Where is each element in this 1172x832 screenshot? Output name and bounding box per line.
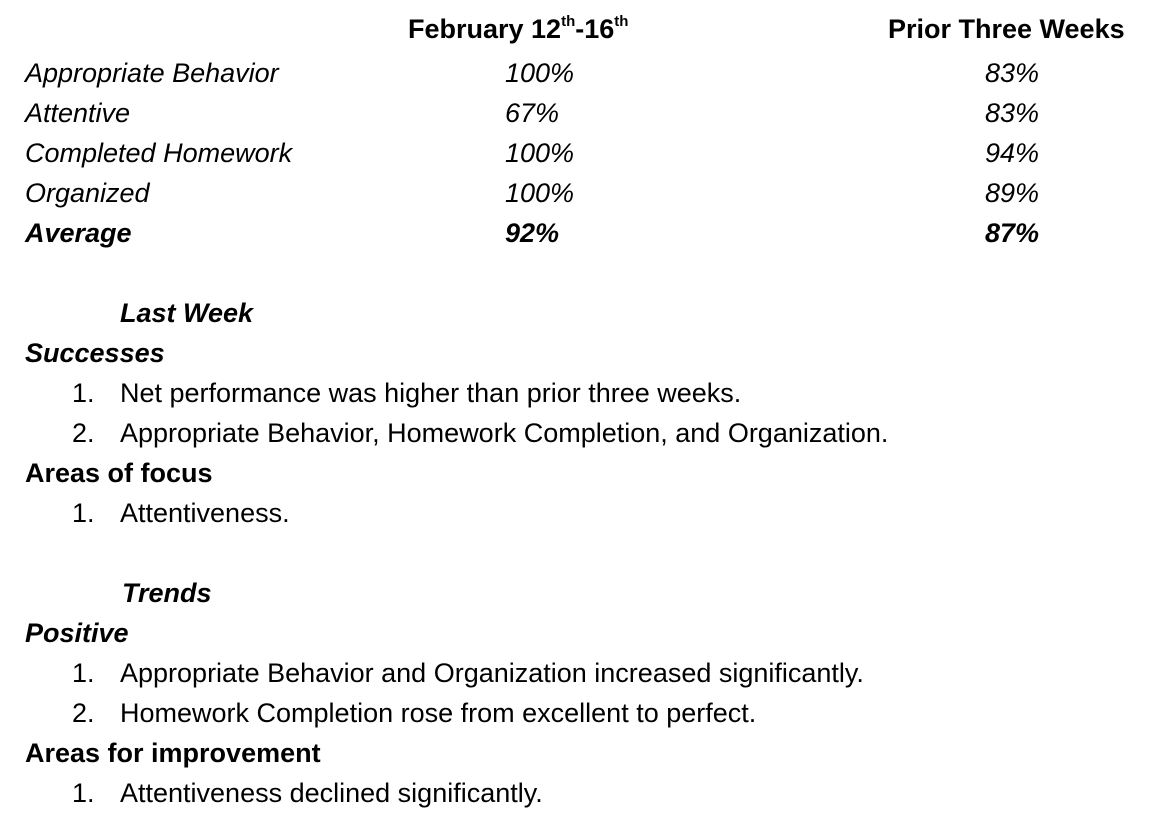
row-value-current: 100% bbox=[505, 178, 575, 208]
subsection-title-positive: Positive bbox=[25, 618, 129, 648]
list-item: Attentiveness. bbox=[120, 498, 290, 528]
header-ordinal-suffix: th bbox=[561, 13, 576, 30]
column-header-prior-weeks: Prior Three Weeks bbox=[888, 14, 1125, 44]
subsection-title-successes: Successes bbox=[25, 338, 165, 368]
row-label-appropriate-behavior: Appropriate Behavior bbox=[25, 58, 279, 88]
row-label-organized: Organized bbox=[25, 178, 150, 208]
list-item-number: 1. bbox=[72, 658, 95, 688]
column-header-current-week: February 12th-16th bbox=[408, 14, 628, 45]
row-value-current-average: 92% bbox=[505, 218, 560, 248]
header-date-end: -16 bbox=[575, 14, 615, 44]
row-value-prior: 94% bbox=[985, 138, 1040, 168]
subsection-title-areas-for-improvement: Areas for improvement bbox=[25, 738, 321, 768]
row-value-prior: 89% bbox=[985, 178, 1040, 208]
list-item: Appropriate Behavior, Homework Completio… bbox=[120, 418, 889, 448]
subsection-title-areas-of-focus: Areas of focus bbox=[25, 458, 213, 488]
list-item: Appropriate Behavior and Organization in… bbox=[120, 658, 864, 688]
section-heading-trends: Trends bbox=[122, 578, 212, 608]
row-label-attentive: Attentive bbox=[25, 98, 131, 128]
list-item: Attentiveness declined significantly. bbox=[120, 778, 543, 808]
list-item-number: 2. bbox=[72, 418, 95, 448]
list-item-number: 1. bbox=[72, 498, 95, 528]
list-item-number: 1. bbox=[72, 778, 95, 808]
row-value-prior: 83% bbox=[985, 98, 1040, 128]
list-item: Net performance was higher than prior th… bbox=[120, 378, 742, 408]
row-label-completed-homework: Completed Homework bbox=[25, 138, 293, 168]
row-value-current: 100% bbox=[505, 58, 575, 88]
row-value-prior: 83% bbox=[985, 58, 1040, 88]
row-value-current: 100% bbox=[505, 138, 575, 168]
header-ordinal-suffix: th bbox=[614, 13, 629, 30]
list-item-number: 2. bbox=[72, 698, 95, 728]
row-label-average: Average bbox=[25, 218, 132, 248]
row-value-prior-average: 87% bbox=[985, 218, 1040, 248]
list-item-number: 1. bbox=[72, 378, 95, 408]
row-value-current: 67% bbox=[505, 98, 560, 128]
header-date-start: February 12 bbox=[408, 14, 562, 44]
section-heading-last-week: Last Week bbox=[120, 298, 254, 328]
list-item: Homework Completion rose from excellent … bbox=[120, 698, 757, 728]
